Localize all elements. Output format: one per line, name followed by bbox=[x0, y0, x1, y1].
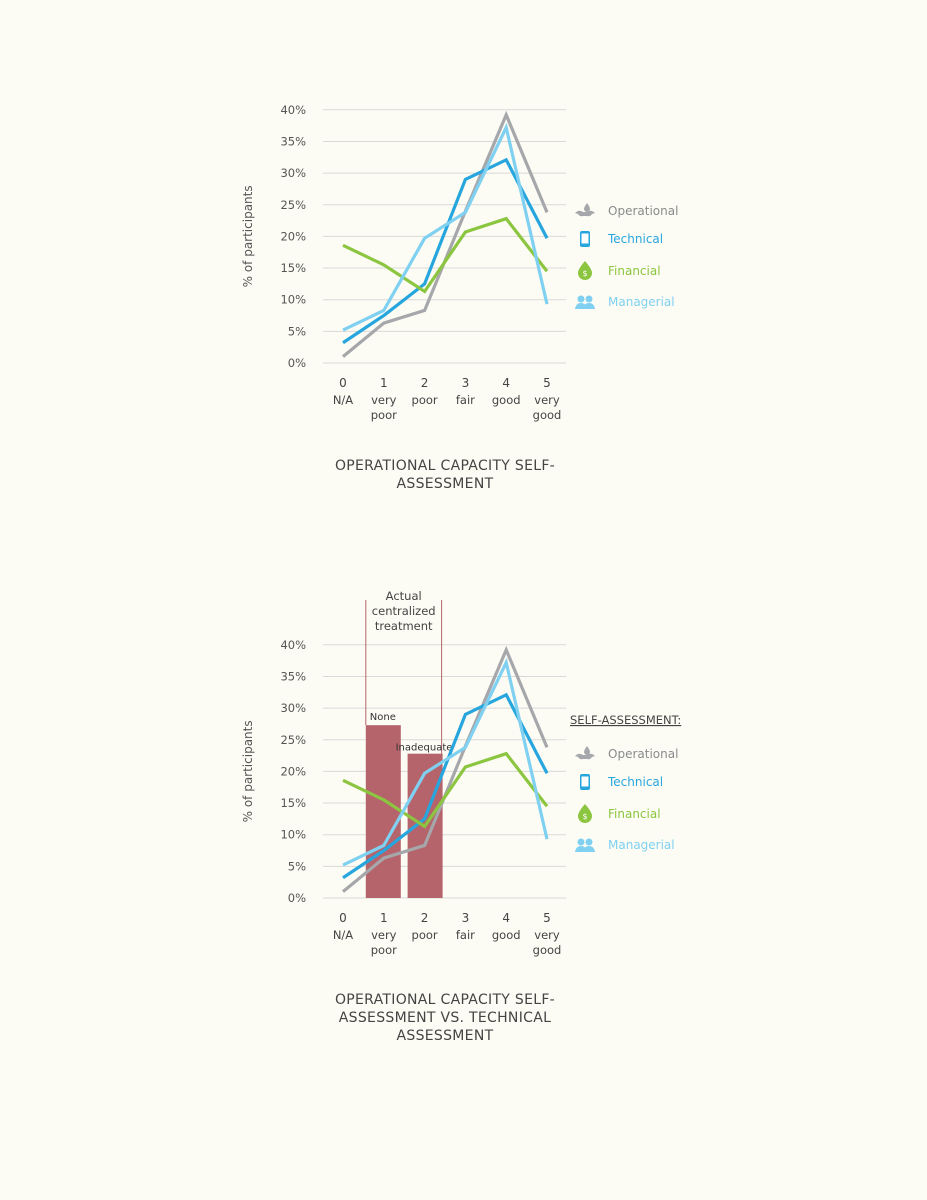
x-tick-number: 0 bbox=[339, 376, 347, 390]
series-line-financial bbox=[342, 751, 549, 829]
y-tick-label: 40% bbox=[280, 103, 306, 117]
series-line-financial bbox=[342, 216, 549, 294]
x-tick-label: poor bbox=[412, 928, 438, 942]
people-icon-2 bbox=[585, 838, 593, 846]
x-tick-label: good bbox=[533, 408, 562, 422]
legend-label: Managerial bbox=[608, 838, 675, 852]
x-tick-label: N/A bbox=[333, 928, 353, 942]
y-tick-label: 0% bbox=[288, 891, 306, 905]
y-tick-label: 5% bbox=[288, 324, 306, 338]
legend-item-financial: $ Financial bbox=[578, 804, 661, 823]
y-tick-label: 25% bbox=[280, 198, 306, 212]
y-tick-label: 10% bbox=[280, 828, 306, 842]
chart-2-title: OPERATIONAL CAPACITY SELF-ASSESSMENT VS.… bbox=[334, 992, 556, 1044]
y-tick-label: 25% bbox=[280, 733, 306, 747]
legend-label: Financial bbox=[608, 807, 661, 821]
x-tick-number: 4 bbox=[502, 911, 510, 925]
x-tick-number: 5 bbox=[543, 376, 551, 390]
legend-item-financial: $ Financial bbox=[578, 261, 661, 280]
y-tick-label: 0% bbox=[288, 356, 306, 370]
bar-label: None bbox=[370, 712, 396, 723]
x-tick-label: poor bbox=[371, 943, 397, 957]
bar-label: Inadequate bbox=[396, 743, 453, 754]
y-tick-label: 35% bbox=[280, 134, 306, 148]
x-tick-label: good bbox=[492, 393, 521, 407]
chart-2: 0% 5% 10% 15% 20% 25% 30% 35% 40% % of participan… bbox=[241, 589, 681, 957]
y-tick-label: 15% bbox=[280, 796, 306, 810]
x-tick-number: 3 bbox=[462, 376, 470, 390]
legend-item-operational: Operational bbox=[575, 203, 678, 218]
x-tick-label: very bbox=[371, 393, 397, 407]
money-drop-icon-symbol: $ bbox=[582, 269, 587, 278]
x-tick-number: 3 bbox=[462, 911, 470, 925]
y-axis-label: % of participants bbox=[241, 720, 255, 822]
legend-item-managerial: Managerial bbox=[575, 295, 675, 309]
x-tick-label: poor bbox=[412, 393, 438, 407]
smartphone-icon-screen bbox=[581, 233, 589, 244]
x-tick-number: 4 bbox=[502, 376, 510, 390]
x-tick-number: 2 bbox=[421, 376, 429, 390]
x-tick-number: 1 bbox=[380, 911, 388, 925]
chart-1: 0% 5% 10% 15% 20% 25% 30% 35% 40% % of participan… bbox=[241, 103, 678, 422]
series-line-technical bbox=[342, 157, 549, 345]
legend-label: Operational bbox=[608, 747, 678, 761]
x-tick-label: good bbox=[533, 943, 562, 957]
x-tick-label: very bbox=[534, 393, 560, 407]
legend-label: Operational bbox=[608, 204, 678, 218]
x-tick-number: 0 bbox=[339, 911, 347, 925]
annotation-text: Actual bbox=[386, 589, 422, 603]
x-tick-label: N/A bbox=[333, 393, 353, 407]
x-tick-label: good bbox=[492, 928, 521, 942]
legend-label: Financial bbox=[608, 264, 661, 278]
smartphone-icon-screen bbox=[581, 776, 589, 787]
wrench-drop-icon bbox=[575, 746, 595, 760]
legend-item-operational: Operational bbox=[575, 746, 678, 761]
y-tick-label: 5% bbox=[288, 859, 306, 873]
people-icon bbox=[577, 838, 585, 846]
people-icon-2 bbox=[585, 295, 593, 303]
legend-label: Managerial bbox=[608, 295, 675, 309]
y-tick-label: 15% bbox=[280, 261, 306, 275]
y-tick-label: 40% bbox=[280, 638, 306, 652]
x-tick-label: very bbox=[534, 928, 560, 942]
money-drop-icon-symbol: $ bbox=[582, 812, 587, 821]
legend-item-technical: Technical bbox=[580, 231, 663, 247]
y-tick-label: 20% bbox=[280, 764, 306, 778]
series-line-managerial bbox=[342, 657, 549, 867]
people-icon bbox=[577, 295, 585, 303]
annotation-text: centralized bbox=[372, 604, 436, 618]
annotation-text: treatment bbox=[375, 619, 433, 633]
y-tick-label: 20% bbox=[280, 229, 306, 243]
legend-item-technical: Technical bbox=[580, 774, 663, 790]
y-tick-label: 10% bbox=[280, 293, 306, 307]
money-drop-icon bbox=[578, 804, 592, 823]
people-icon-bodies bbox=[575, 846, 595, 852]
y-tick-label: 35% bbox=[280, 669, 306, 683]
x-tick-number: 2 bbox=[421, 911, 429, 925]
wrench-drop-icon bbox=[575, 203, 595, 217]
legend-title: SELF-ASSESSMENT: bbox=[570, 713, 681, 727]
y-tick-label: 30% bbox=[280, 701, 306, 715]
x-tick-label: poor bbox=[371, 408, 397, 422]
legend-label: Technical bbox=[607, 232, 663, 246]
y-axis-label: % of participants bbox=[241, 185, 255, 287]
series-line-managerial bbox=[342, 122, 549, 332]
legend-label: Technical bbox=[607, 775, 663, 789]
y-tick-label: 30% bbox=[280, 166, 306, 180]
x-tick-label: fair bbox=[456, 928, 475, 942]
chart-1-title: OPERATIONAL CAPACITY SELF-ASSESSMENT bbox=[334, 458, 556, 492]
series-line-technical bbox=[342, 692, 549, 880]
x-tick-number: 1 bbox=[380, 376, 388, 390]
people-icon-bodies bbox=[575, 303, 595, 309]
money-drop-icon bbox=[578, 261, 592, 280]
legend-item-managerial: Managerial bbox=[575, 838, 675, 852]
x-tick-number: 5 bbox=[543, 911, 551, 925]
x-tick-label: very bbox=[371, 928, 397, 942]
x-tick-label: fair bbox=[456, 393, 475, 407]
